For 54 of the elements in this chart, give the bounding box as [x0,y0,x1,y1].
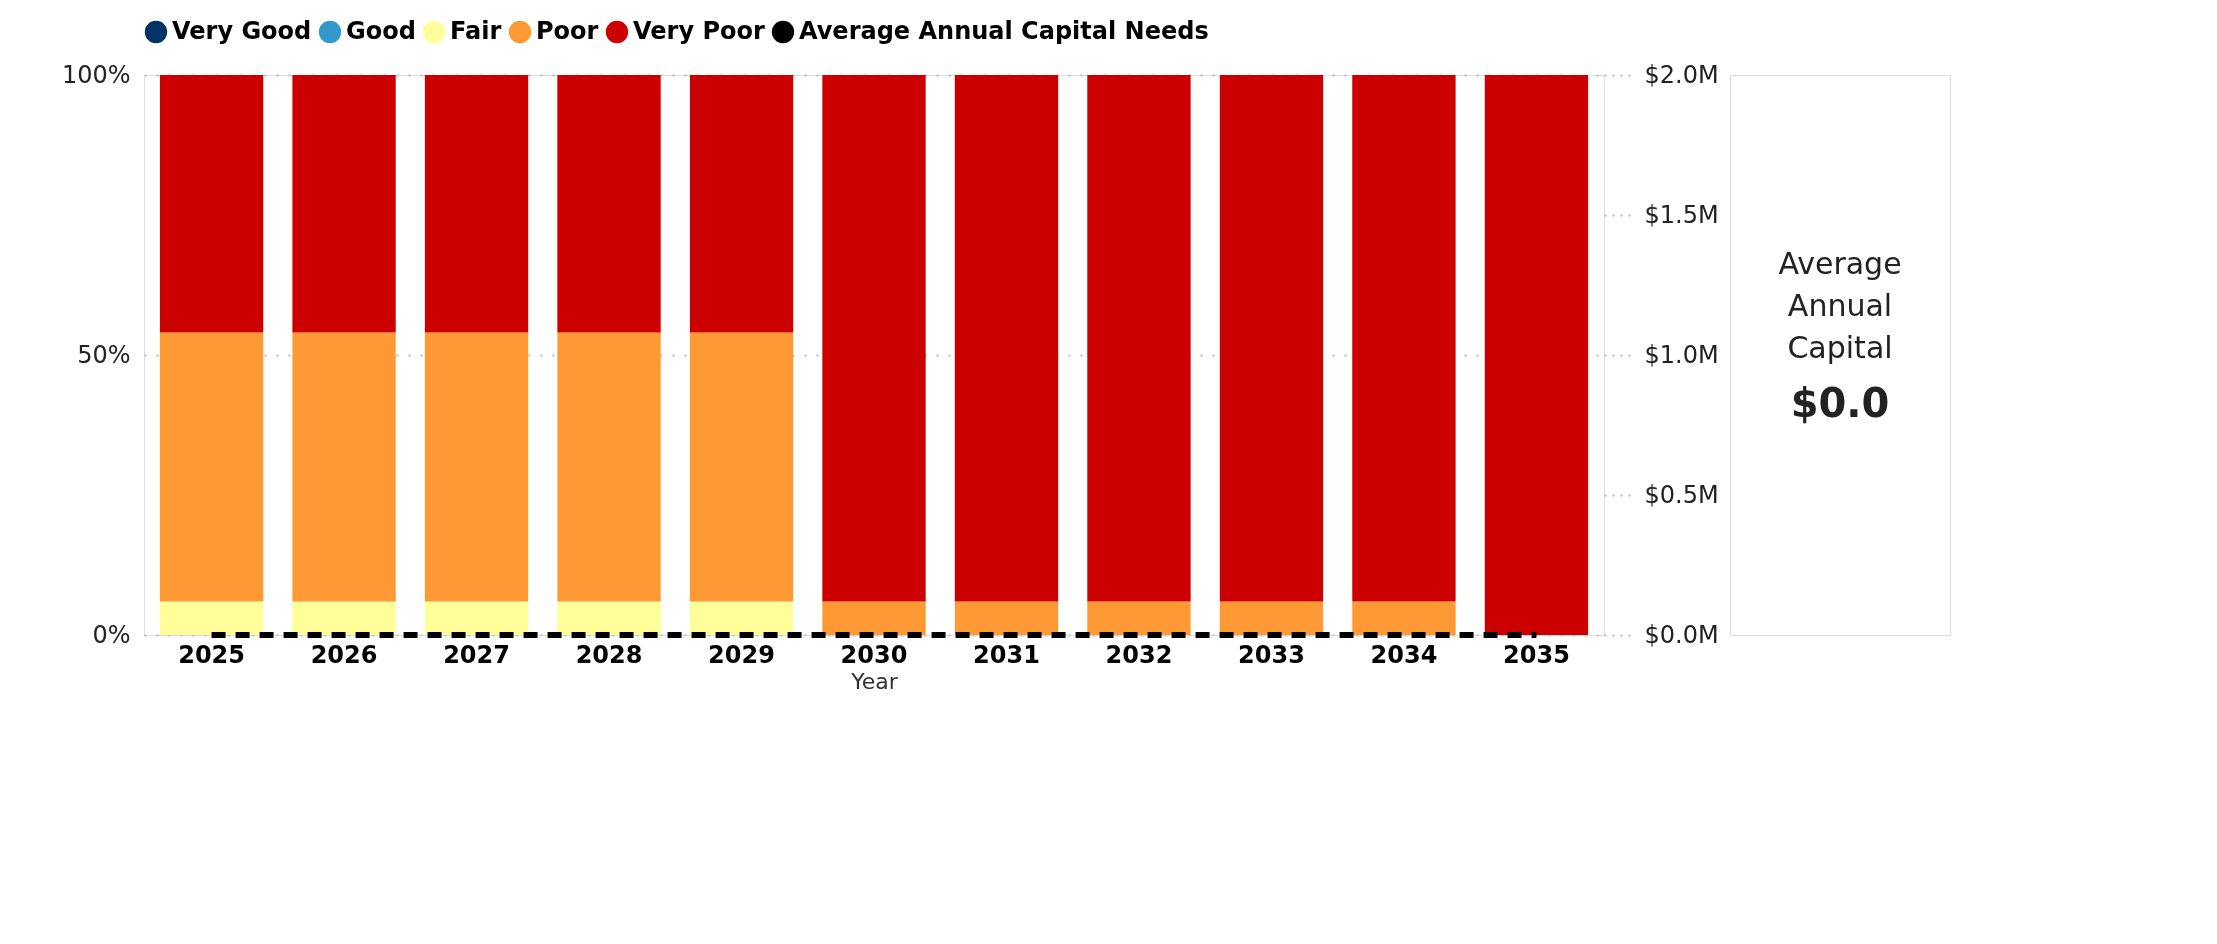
bar [954,75,1059,602]
x-tick-label: 2027 [443,640,510,669]
bar [424,601,529,635]
x-tick-label: 2030 [840,640,908,669]
bar [159,75,264,333]
x-axis-title: Year [850,668,899,694]
legend-label: Good [346,17,416,45]
y-tick-label: 50% [77,340,131,369]
legend-label: Fair [450,17,502,45]
bar [822,601,926,635]
y-tick-label: 100% [61,60,131,89]
x-tick-label: 2032 [1105,640,1173,669]
y-tick-label: 0% [92,620,131,649]
bar [292,75,396,333]
x-tick-label: 2029 [708,640,775,669]
bar [159,601,264,635]
text: $0.0 [1790,380,1890,426]
bar [1219,601,1324,635]
y2-tick-label: $0.0M [1644,620,1719,649]
legend-label: Average Annual Capital Needs [799,17,1209,45]
x-tick-label: 2026 [310,640,378,669]
bar [557,75,661,333]
x-tick-label: 2028 [575,640,643,669]
x-tick-label: 2033 [1238,640,1305,669]
bar [1352,75,1456,602]
bar [689,75,794,333]
bar [1087,601,1191,635]
y2-tick-label: $1.0M [1644,340,1719,369]
bar [1087,75,1191,602]
bar [1219,75,1324,602]
x-tick-label: 2034 [1370,640,1438,669]
x-tick-label: 2025 [178,640,245,669]
y2-tick-label: $1.5M [1644,200,1719,229]
legend-label: Very Poor [633,17,765,45]
bar [292,601,396,635]
legend-label: Poor [536,17,599,45]
bar [822,75,926,602]
bar [954,601,1059,635]
bar [1352,601,1456,635]
bar [1484,75,1589,635]
bar [159,332,264,602]
bar [689,332,794,602]
bar [689,601,794,635]
x-tick-label: 2035 [1503,640,1570,669]
y2-tick-label: $2.0M [1644,60,1719,89]
bar [557,332,661,602]
x-tick-label: 2031 [973,640,1040,669]
bar [424,75,529,333]
bar [424,332,529,602]
bar [557,601,661,635]
bar [292,332,396,602]
legend-label: Very Good [172,17,312,45]
text: Average Annual Capital [1778,246,1902,365]
y2-tick-label: $0.5M [1644,480,1719,509]
